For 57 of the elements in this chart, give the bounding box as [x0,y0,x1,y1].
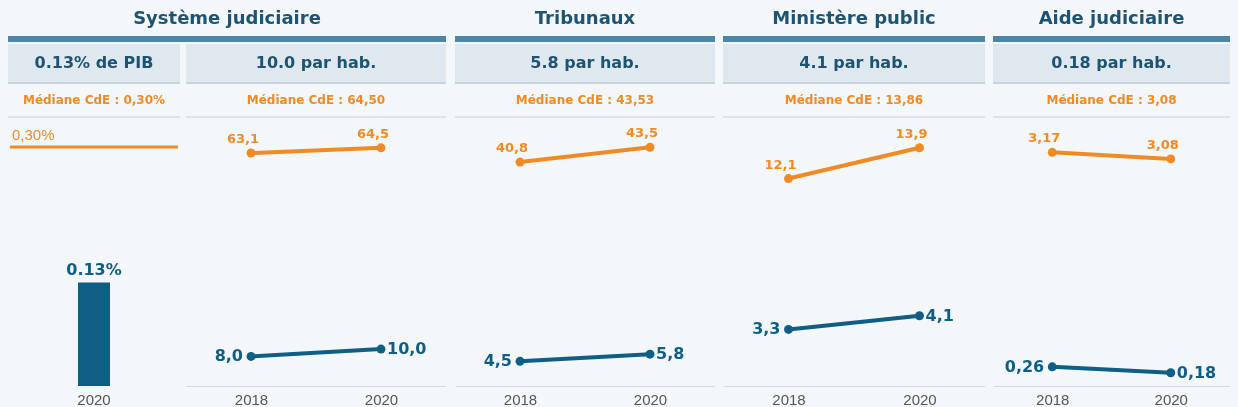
chart-subtitle: 0.18 par hab. [993,44,1230,84]
point [784,174,793,184]
x-tick-label: 2018 [1036,390,1070,407]
x-tick-label: 2020 [1154,390,1188,407]
x-tick-label: 2020 [77,390,111,407]
data-label: 0,18 [1176,362,1217,382]
point [376,344,386,354]
data-label: 4,1 [925,305,954,325]
data-label: 10,0 [387,339,427,359]
point [1166,368,1176,378]
data-label: 4,5 [483,351,512,371]
ref-line-label: 0,30% [12,126,55,143]
chart-title: Tribunaux [455,0,715,42]
point [246,352,256,361]
data-label: 0,26 [1004,356,1045,376]
point [1047,147,1057,157]
point [915,311,924,321]
data-label: 3,08 [1146,136,1179,152]
chart-title: Système judiciaire [8,0,446,42]
data-label: 12,1 [764,156,797,172]
point [515,356,525,366]
data-label: 64,5 [356,125,390,141]
data-label: 0.13% [66,260,122,280]
x-tick-label: 2020 [903,390,937,407]
x-tick-label: 2018 [234,390,269,407]
point [645,349,655,359]
text: Médiane CdE : 0,30% [8,84,180,118]
point [645,142,655,152]
chart-subtitle: 4.1 par hab. [723,44,985,84]
chart-subtitle: 5.8 par hab. [455,44,715,84]
point [515,157,525,167]
text: Médiane CdE : 3,08 [993,84,1230,118]
data-label: 43,5 [625,125,659,141]
data-label: 63,1 [226,131,260,147]
x-tick-label: 2020 [633,390,668,407]
chart-subtitle: 10.0 par hab. [186,44,446,84]
data-label: 3,3 [752,319,781,339]
chart-subtitle: 0.13% de PIB [8,44,180,84]
point [1047,362,1057,372]
point [784,324,793,334]
data-label: 13,9 [895,125,928,141]
point [1166,154,1176,164]
x-tick-label: 2018 [772,390,806,407]
text: Médiane CdE : 64,50 [186,84,446,118]
text: Médiane CdE : 43,53 [455,84,715,118]
chart-title: Aide judiciaire [993,0,1230,42]
data-label: 8,0 [214,346,243,366]
data-label: 5,8 [656,344,685,364]
data-label: 40,8 [495,140,529,156]
x-tick-label: 2018 [503,390,538,407]
text: Médiane CdE : 13,86 [723,84,985,118]
point [376,143,386,153]
point [915,143,924,153]
point [246,148,256,158]
x-tick-label: 2020 [364,390,399,407]
data-label: 3,17 [1028,130,1061,146]
chart-title: Ministère public [723,0,985,42]
